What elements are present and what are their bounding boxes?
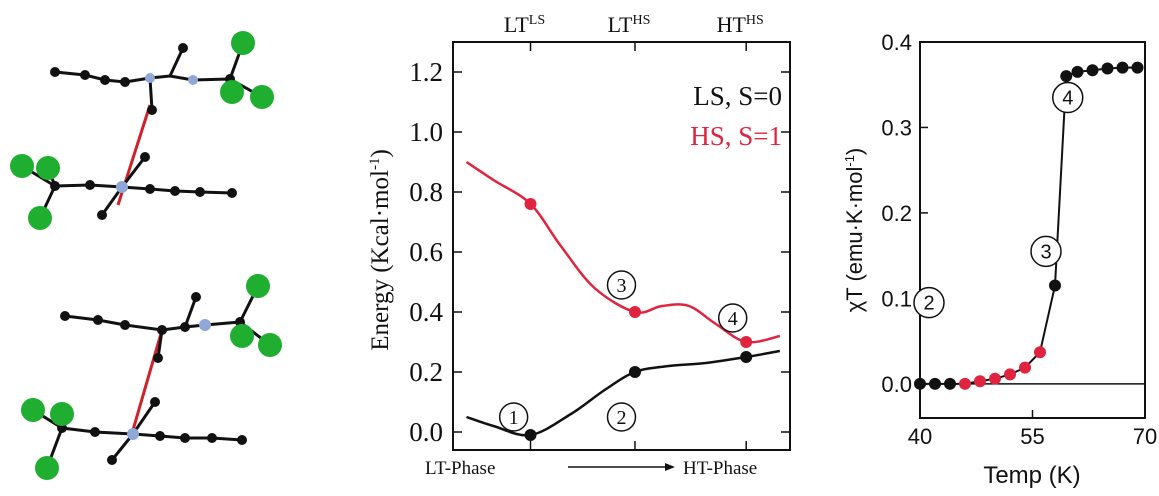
chi-series-layer — [914, 61, 1145, 390]
energy-data-point — [628, 306, 641, 318]
annotation-label: 2 — [617, 407, 627, 429]
annotation-circle — [1030, 235, 1062, 268]
chi-series-line — [920, 66, 1142, 385]
energy-data-point — [740, 336, 753, 348]
chi-x-tick-label: 55 — [1020, 424, 1044, 449]
energy-series-line-0 — [466, 349, 781, 437]
chi-data-point-black — [1101, 62, 1114, 75]
annotation-circle — [1052, 81, 1084, 114]
energy-y-tick-label: 1.0 — [409, 117, 443, 147]
energy-y-tick-label: 0.8 — [409, 177, 443, 207]
annotation-label: 3 — [617, 275, 627, 297]
chi-plot-frame — [919, 41, 1146, 419]
energy-annotations: 1 2 3 4 — [498, 270, 748, 432]
energy-series-layer — [465, 160, 781, 441]
top-tick-base: HT — [717, 12, 747, 37]
annotation-2: 2 — [913, 286, 945, 319]
energy-y-tick-label: 0.4 — [409, 297, 443, 327]
energy-top-tick-label: LTLS — [504, 12, 545, 37]
energy-chart: 0.00.20.40.60.81.01.2 LTLS LTHS HTHS 1 234 … — [367, 12, 791, 479]
chi-data-point-red — [1034, 346, 1046, 359]
top-tick-base: LT — [504, 12, 529, 37]
chi-data-point-black — [914, 377, 926, 390]
annotation-2: 2 — [606, 402, 637, 432]
energy-x-label-end: HT-Phase — [683, 458, 757, 479]
chi-data-point-black — [1086, 64, 1099, 77]
annotation-label: 1 — [509, 407, 519, 429]
chi-data-point-black — [1071, 65, 1084, 78]
chi-data-point-black — [1131, 61, 1144, 74]
lower-dimer-atoms — [21, 274, 282, 480]
annotation-label: 4 — [728, 308, 738, 330]
chi-y-tick-label: 0.2 — [881, 201, 912, 226]
energy-y-axis-label: Energy (Kcal·mol-1) — [367, 149, 394, 351]
top-tick-base: LT — [608, 12, 633, 37]
legend-entry-ls: LS, S=0 — [693, 81, 782, 111]
annotation-circle — [717, 303, 748, 333]
top-tick-sup: HS — [746, 13, 764, 28]
annotation-label: 4 — [1062, 88, 1073, 110]
annotation-circle — [498, 402, 529, 432]
annotation-label: 2 — [923, 293, 934, 315]
top-tick-sup: HS — [632, 13, 650, 28]
energy-data-point — [628, 366, 641, 378]
energy-x-label-start: LT-Phase — [425, 458, 495, 479]
energy-y-tick-label: 1.2 — [409, 57, 443, 87]
energy-top-axis: LTLS LTHS HTHS — [504, 12, 764, 450]
molecular-structure-panel — [10, 31, 282, 480]
energy-top-tick-label: LTHS — [608, 12, 651, 37]
annotation-3: 3 — [606, 270, 637, 300]
energy-data-point — [740, 351, 753, 363]
energy-plot-frame — [452, 41, 791, 451]
chi-data-point-red — [989, 372, 1001, 385]
chi-data-point-red — [1004, 368, 1016, 381]
annotation-4: 4 — [1052, 81, 1084, 114]
top-tick-sup: LS — [529, 13, 545, 28]
upper-dimer-atoms — [10, 31, 274, 230]
annotation-label: 3 — [1040, 241, 1051, 263]
chi-data-point-red — [959, 377, 971, 390]
annotation-3: 3 — [1030, 235, 1062, 268]
chi-data-point-red — [974, 375, 986, 388]
chi-data-point-black — [1116, 61, 1129, 74]
energy-y-tick-label: 0.2 — [409, 357, 443, 387]
upper-dimer-molecule — [10, 31, 274, 230]
chi-y-tick-label: 0.4 — [881, 30, 912, 55]
annotation-1: 1 — [498, 402, 529, 432]
energy-top-tick-label: HTHS — [717, 12, 764, 37]
chi-x-tick-label: 70 — [1133, 424, 1157, 449]
chi-data-point-red — [1019, 361, 1031, 374]
chi-t-chart: 0.0 0.1 0.2 0.3 0.4 40 55 70 2 3 4 χT (emu·K·mol… — [842, 30, 1157, 489]
chi-x-axis-label: Temp (K) — [983, 462, 1080, 489]
chi-y-axis: 0.0 0.1 0.2 0.3 0.4 — [881, 30, 928, 397]
annotation-circle — [913, 286, 945, 319]
chi-x-tick-label: 40 — [908, 424, 932, 449]
chi-data-point-black — [929, 377, 941, 390]
energy-y-tick-label: 0.6 — [409, 237, 443, 267]
contact-bond — [131, 329, 164, 431]
energy-data-point — [524, 198, 537, 210]
phase-arrow-head-icon — [665, 463, 675, 471]
chi-data-point-black — [1060, 70, 1073, 83]
chi-x-axis: 40 55 70 — [908, 410, 1157, 449]
legend-entry-hs: HS, S=1 — [690, 121, 782, 151]
energy-y-axis: 0.0 0.2 0.4 0.6 0.8 1.0 1.2 — [409, 57, 790, 447]
chi-y-tick-label: 0.0 — [881, 372, 912, 397]
chi-y-tick-label: 0.3 — [881, 115, 912, 140]
energy-data-point — [524, 429, 537, 441]
chi-y-tick-label: 0.1 — [881, 286, 912, 311]
annotation-circle — [606, 270, 637, 300]
chi-data-point-black — [944, 377, 956, 390]
lower-dimer-molecule — [21, 274, 282, 480]
energy-y-tick-label: 0.0 — [409, 417, 443, 447]
chi-annotations: 2 3 4 — [913, 81, 1084, 319]
chi-data-point-black — [1049, 279, 1061, 292]
annotation-4: 4 — [717, 303, 748, 333]
chi-y-axis-label: χT (emu·K·mol-1) — [842, 148, 867, 313]
annotation-circle — [606, 402, 637, 432]
